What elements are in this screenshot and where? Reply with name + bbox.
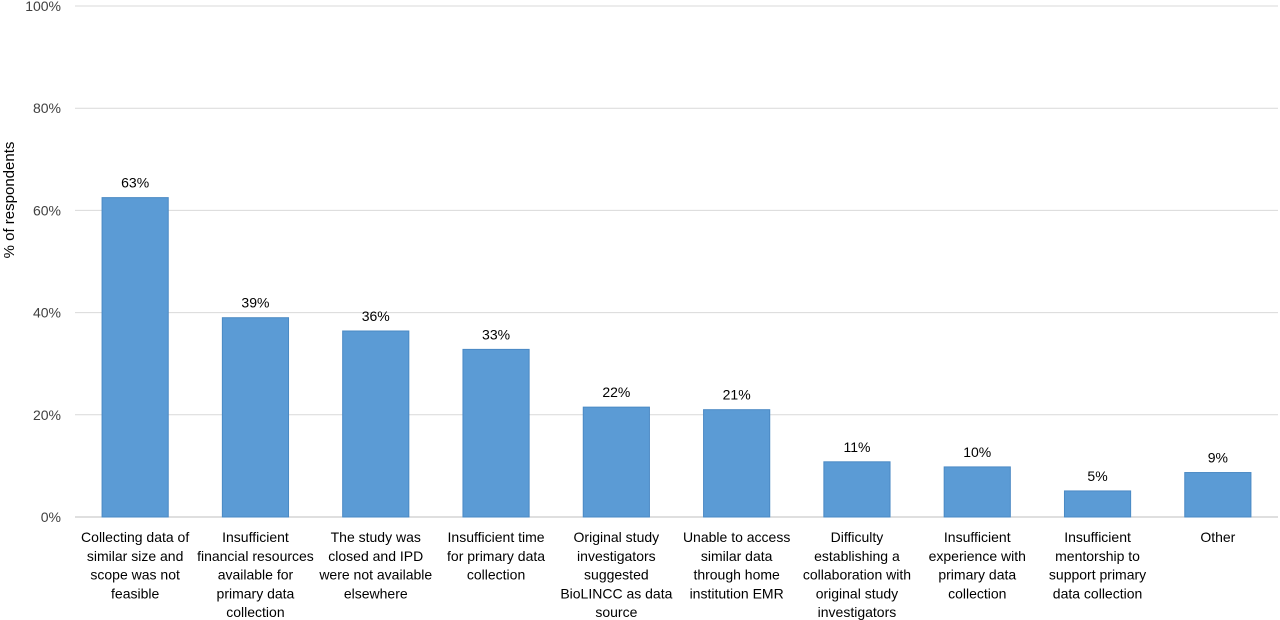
bar <box>1063 490 1132 518</box>
bar <box>221 317 290 518</box>
data-labels: 63% 39% 36% 33% 22% 21% 11% 10% 5% 9% <box>121 175 1228 484</box>
category-label: scope was not <box>90 567 180 583</box>
bar <box>943 466 1011 518</box>
category-label: for primary data <box>447 548 545 564</box>
category-label: elsewhere <box>344 585 408 601</box>
category-label: Collecting data of <box>81 529 189 545</box>
y-tick-label: 40% <box>33 305 61 321</box>
category-label: similar size and <box>87 548 183 564</box>
category-label: similar data <box>701 548 773 564</box>
category-label: primary data <box>938 567 1016 583</box>
bar <box>342 330 410 518</box>
category-label: original study <box>816 585 899 601</box>
category-label: data collection <box>1053 585 1143 601</box>
category-label: investigators <box>818 604 897 620</box>
y-tick-label: 100% <box>25 0 61 14</box>
category-label: Other <box>1200 529 1235 545</box>
y-axis-ticks: 0% 20% 40% 60% 80% 100% <box>25 0 61 525</box>
bars <box>101 197 1252 518</box>
category-label: Insufficient <box>222 529 289 545</box>
y-tick-label: 0% <box>41 509 61 525</box>
data-label: 33% <box>482 326 510 342</box>
category-label: feasible <box>111 585 159 601</box>
category-label: establishing a <box>814 548 900 564</box>
category-label: financial resources <box>197 548 314 564</box>
category-label: support primary <box>1049 567 1146 583</box>
category-label: through home <box>693 567 780 583</box>
y-tick-label: 60% <box>33 202 61 218</box>
category-label: The study was <box>331 529 421 545</box>
data-label: 63% <box>121 175 149 191</box>
category-label: collection <box>467 567 525 583</box>
data-label: 11% <box>843 439 870 455</box>
category-label: Unable to access <box>683 529 790 545</box>
data-label: 36% <box>362 308 390 324</box>
y-axis-label: % of respondents <box>1 142 18 259</box>
bar <box>462 348 530 518</box>
data-label: 21% <box>723 387 751 403</box>
category-label: Insufficient <box>1064 529 1131 545</box>
data-label: 5% <box>1087 468 1107 484</box>
category-label: were not available <box>318 567 432 583</box>
category-label: Insufficient time <box>448 529 545 545</box>
data-label: 9% <box>1208 450 1228 466</box>
category-label: collection <box>948 585 1006 601</box>
category-label: available for <box>218 567 294 583</box>
category-label: experience with <box>929 548 1026 564</box>
data-label: 22% <box>602 384 630 400</box>
bar <box>703 409 771 518</box>
category-label: collection <box>226 604 284 620</box>
category-label: Insufficient <box>944 529 1011 545</box>
category-labels: Collecting data of similar size and scope … <box>81 529 1236 620</box>
category-label: investigators <box>577 548 656 564</box>
category-label: institution EMR <box>690 585 784 601</box>
category-label: closed and IPD <box>328 548 423 564</box>
bar <box>1184 472 1252 518</box>
y-tick-label: 80% <box>33 100 61 116</box>
category-label: source <box>595 604 637 620</box>
bar <box>582 406 650 518</box>
category-label: Original study <box>574 529 660 545</box>
category-label: BioLINCC as data <box>560 585 672 601</box>
category-label: suggested <box>584 567 649 583</box>
bar <box>101 197 169 518</box>
category-label: collaboration with <box>803 567 911 583</box>
bar <box>823 461 891 518</box>
category-label: mentorship to <box>1055 548 1140 564</box>
data-label: 39% <box>241 295 269 311</box>
y-tick-label: 20% <box>33 407 61 423</box>
category-label: primary data <box>217 585 295 601</box>
category-label: Difficulty <box>831 529 884 545</box>
data-label: 10% <box>963 444 991 460</box>
